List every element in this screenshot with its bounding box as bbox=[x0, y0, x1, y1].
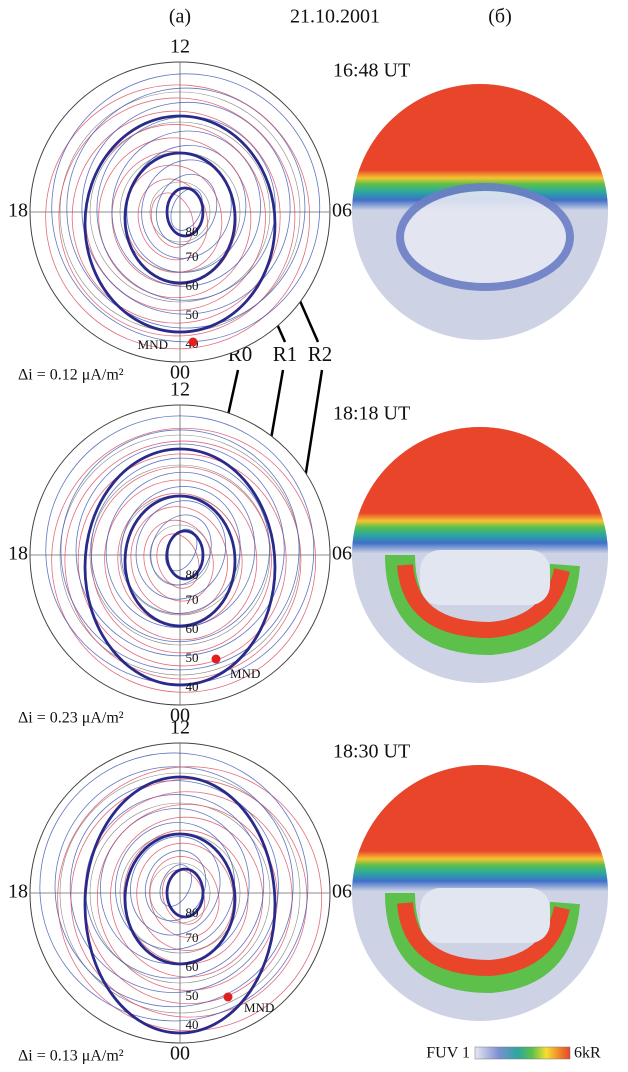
delta-i: Δi = 0.12 μA/m² bbox=[18, 367, 124, 384]
latitude-label: 80 bbox=[186, 567, 199, 582]
latitude-label: 70 bbox=[186, 930, 199, 945]
figure: (a) 21.10.2001 (б) R0R1R2 FUV 1 6kR 8070… bbox=[0, 0, 628, 1072]
latitude-label: 80 bbox=[186, 905, 199, 920]
station-label: MND bbox=[230, 666, 260, 681]
latitude-label: 60 bbox=[186, 278, 199, 293]
aurora-band bbox=[352, 851, 608, 891]
clock-18: 18 bbox=[8, 881, 28, 903]
latitude-label: 60 bbox=[186, 621, 199, 636]
aurora-dayside bbox=[352, 765, 608, 853]
colorbar-max: 6kR bbox=[574, 1045, 601, 1062]
colorbar bbox=[475, 1047, 570, 1059]
clock-06: 06 bbox=[332, 543, 352, 565]
delta-i: Δi = 0.23 μA/m² bbox=[18, 710, 124, 727]
clock-12: 12 bbox=[170, 379, 190, 401]
clock-12: 12 bbox=[170, 717, 190, 739]
current-label: R2 bbox=[308, 342, 333, 366]
latitude-label: 70 bbox=[186, 592, 199, 607]
station-dot bbox=[212, 655, 221, 664]
aurora-dayside bbox=[352, 427, 608, 515]
time-label: 18:18 UT bbox=[333, 403, 410, 425]
date: 21.10.2001 bbox=[290, 6, 380, 28]
latitude-label: 60 bbox=[186, 959, 199, 974]
aurora-band bbox=[352, 513, 608, 553]
station-dot bbox=[189, 338, 198, 347]
aurora-image bbox=[352, 427, 608, 683]
aurora-image bbox=[352, 765, 608, 1021]
aurora-oval bbox=[400, 187, 570, 287]
polar-cap bbox=[420, 888, 550, 943]
delta-i: Δi = 0.13 μA/m² bbox=[18, 1048, 124, 1065]
clock-18: 18 bbox=[8, 543, 28, 565]
polar-plot: 80 70 60 50 40 12 18 06 00 Δi = 0.13 μA/m² MND 18:3… bbox=[8, 717, 410, 1065]
time-label: 16:48 UT bbox=[333, 60, 410, 82]
station-dot bbox=[224, 993, 233, 1002]
clock-06: 06 bbox=[332, 881, 352, 903]
latitude-label: 50 bbox=[186, 988, 199, 1003]
latitude-label: 70 bbox=[186, 249, 199, 264]
latitude-label: 50 bbox=[186, 307, 199, 322]
clock-06: 06 bbox=[332, 200, 352, 222]
time-label: 18:30 UT bbox=[333, 741, 410, 763]
latitude-label: 80 bbox=[186, 224, 199, 239]
station-label: MND bbox=[138, 337, 168, 352]
latitude-label: 40 bbox=[186, 679, 199, 694]
panel-b-label: (б) bbox=[488, 6, 512, 28]
latitude-label: 50 bbox=[186, 650, 199, 665]
clock-12: 12 bbox=[170, 36, 190, 58]
aurora-dayside bbox=[352, 84, 608, 172]
clock-18: 18 bbox=[8, 200, 28, 222]
current-label: R1 bbox=[273, 342, 298, 366]
latitude-label: 40 bbox=[186, 1017, 199, 1032]
panel-a-label: (a) bbox=[169, 6, 191, 28]
colorbar-label: FUV 1 bbox=[426, 1045, 470, 1062]
station-label: MND bbox=[244, 1000, 274, 1015]
clock-00: 00 bbox=[170, 1043, 190, 1065]
aurora-image bbox=[352, 84, 608, 340]
polar-cap bbox=[420, 550, 550, 605]
